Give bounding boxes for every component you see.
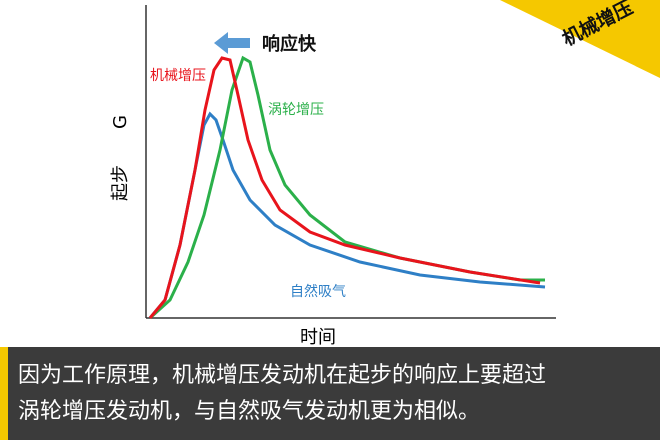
- y-label: 起步: [110, 165, 131, 201]
- curve-label: 机械增压: [150, 68, 206, 84]
- curve-label: 自然吸气: [290, 283, 346, 300]
- caption-bg: [0, 347, 660, 440]
- caption-accent: [0, 347, 8, 440]
- x-label: 时间: [300, 327, 336, 348]
- curve-label: 涡轮增压: [268, 102, 324, 118]
- y-label-unit: G: [110, 115, 131, 129]
- curve-supercharger: [148, 56, 541, 319]
- curve-natural: [148, 111, 546, 319]
- arrow: [214, 32, 250, 54]
- corner-badge: [500, 0, 660, 78]
- callout: 响应快: [262, 33, 317, 55]
- caption-line: 因为工作原理，机械增压发动机在起步的响应上要超过: [18, 363, 546, 388]
- caption-line: 涡轮增压发动机，与自然吸气发动机更为相似。: [18, 399, 480, 424]
